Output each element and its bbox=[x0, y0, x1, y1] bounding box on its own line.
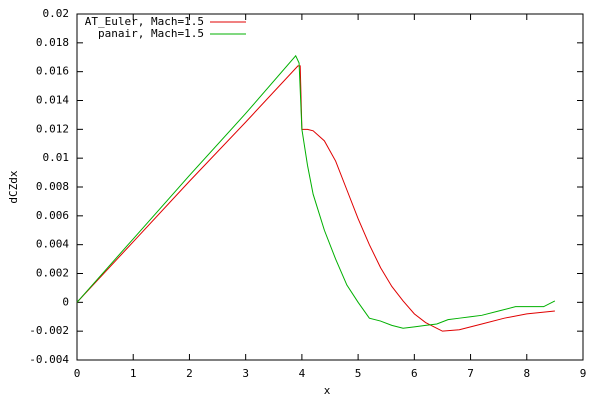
x-tick-label: 5 bbox=[355, 367, 362, 380]
x-tick-label: 3 bbox=[242, 367, 249, 380]
y-tick-label: 0.018 bbox=[36, 36, 69, 49]
x-tick-label: 6 bbox=[411, 367, 418, 380]
y-tick-label: -0.004 bbox=[29, 353, 69, 366]
y-tick-label: 0.006 bbox=[36, 209, 69, 222]
x-tick-label: 1 bbox=[130, 367, 137, 380]
data-line bbox=[76, 65, 555, 332]
x-tick-label: 9 bbox=[580, 367, 587, 380]
y-tick-label: 0.008 bbox=[36, 180, 69, 193]
x-tick-label: 8 bbox=[523, 367, 530, 380]
y-tick-label: 0 bbox=[62, 295, 69, 308]
y-tick-label: 0.01 bbox=[43, 151, 70, 164]
y-tick-label: -0.002 bbox=[29, 324, 69, 337]
y-tick-label: 0.004 bbox=[36, 238, 69, 251]
x-tick-label: 2 bbox=[186, 367, 193, 380]
y-axis-label: dCZdx bbox=[7, 170, 20, 203]
y-tick-label: 0.014 bbox=[36, 94, 69, 107]
legend-label: panair, Mach=1.5 bbox=[98, 27, 204, 40]
y-tick-label: 0.02 bbox=[43, 7, 70, 20]
legend-label: AT_Euler, Mach=1.5 bbox=[85, 15, 204, 28]
x-tick-label: 7 bbox=[467, 367, 474, 380]
x-tick-label: 0 bbox=[74, 367, 81, 380]
y-tick-label: 0.016 bbox=[36, 65, 69, 78]
plot-border bbox=[76, 13, 584, 361]
x-axis-label: x bbox=[324, 384, 331, 397]
y-tick-label: 0.012 bbox=[36, 122, 69, 135]
data-line bbox=[76, 54, 556, 329]
x-tick-label: 4 bbox=[299, 367, 306, 380]
y-tick-label: 0.002 bbox=[36, 267, 69, 280]
